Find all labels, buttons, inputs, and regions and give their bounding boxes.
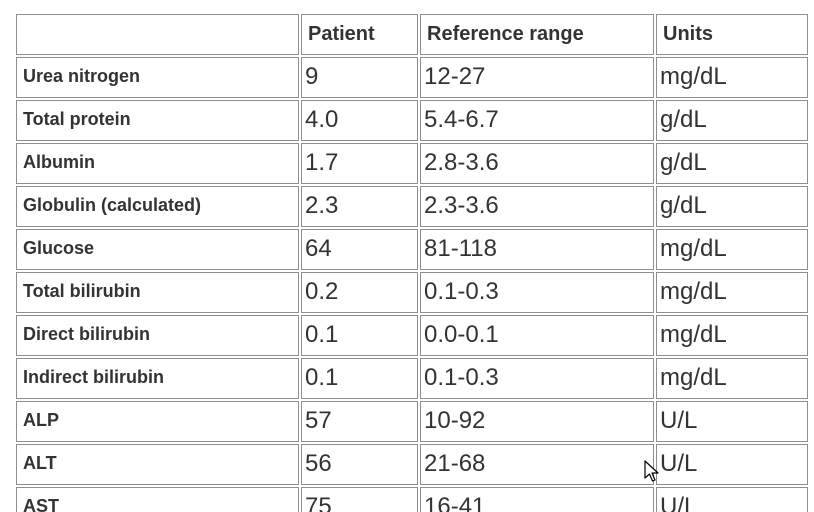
- table-row: Glucose6481-118mg/dL: [16, 229, 808, 270]
- units-cell: mg/dL: [656, 315, 808, 356]
- table-row: Indirect bilirubin0.10.1-0.3mg/dL: [16, 358, 808, 399]
- patient-value-cell: 2.3: [301, 186, 418, 227]
- reference-range-cell: 0.1-0.3: [420, 358, 654, 399]
- units-cell: U/L: [656, 401, 808, 442]
- patient-value-cell: 0.2: [301, 272, 418, 313]
- units-cell: mg/dL: [656, 229, 808, 270]
- table-body: Urea nitrogen912-27mg/dLTotal protein4.0…: [16, 57, 808, 512]
- reference-range-cell: 21-68: [420, 444, 654, 485]
- analyte-cell: Indirect bilirubin: [16, 358, 299, 399]
- analyte-cell: ALP: [16, 401, 299, 442]
- patient-value-cell: 1.7: [301, 143, 418, 184]
- table-row: AST7516-41U/L: [16, 487, 808, 512]
- units-cell: mg/dL: [656, 272, 808, 313]
- lab-results-table: Patient Reference range Units Urea nitro…: [14, 12, 810, 512]
- units-cell: mg/dL: [656, 57, 808, 98]
- table-row: Globulin (calculated)2.32.3-3.6g/dL: [16, 186, 808, 227]
- analyte-cell: AST: [16, 487, 299, 512]
- patient-value-cell: 64: [301, 229, 418, 270]
- reference-range-cell: 16-41: [420, 487, 654, 512]
- table-row: Total bilirubin0.20.1-0.3mg/dL: [16, 272, 808, 313]
- analyte-cell: Total protein: [16, 100, 299, 141]
- header-patient: Patient: [301, 14, 418, 55]
- table-row: Total protein4.05.4-6.7g/dL: [16, 100, 808, 141]
- units-cell: U/L: [656, 487, 808, 512]
- units-cell: U/L: [656, 444, 808, 485]
- patient-value-cell: 56: [301, 444, 418, 485]
- reference-range-cell: 0.0-0.1: [420, 315, 654, 356]
- units-cell: mg/dL: [656, 358, 808, 399]
- patient-value-cell: 4.0: [301, 100, 418, 141]
- reference-range-cell: 2.3-3.6: [420, 186, 654, 227]
- units-cell: g/dL: [656, 186, 808, 227]
- reference-range-cell: 10-92: [420, 401, 654, 442]
- reference-range-cell: 2.8-3.6: [420, 143, 654, 184]
- patient-value-cell: 75: [301, 487, 418, 512]
- analyte-cell: Urea nitrogen: [16, 57, 299, 98]
- reference-range-cell: 0.1-0.3: [420, 272, 654, 313]
- reference-range-cell: 12-27: [420, 57, 654, 98]
- analyte-cell: Glucose: [16, 229, 299, 270]
- analyte-cell: Total bilirubin: [16, 272, 299, 313]
- table-row: Albumin1.72.8-3.6g/dL: [16, 143, 808, 184]
- reference-range-cell: 81-118: [420, 229, 654, 270]
- patient-value-cell: 9: [301, 57, 418, 98]
- header-analyte: [16, 14, 299, 55]
- table-row: ALP5710-92U/L: [16, 401, 808, 442]
- header-range: Reference range: [420, 14, 654, 55]
- table-row: ALT5621-68U/L: [16, 444, 808, 485]
- table-header-row: Patient Reference range Units: [16, 14, 808, 55]
- table-row: Direct bilirubin0.10.0-0.1mg/dL: [16, 315, 808, 356]
- reference-range-cell: 5.4-6.7: [420, 100, 654, 141]
- patient-value-cell: 0.1: [301, 315, 418, 356]
- analyte-cell: Globulin (calculated): [16, 186, 299, 227]
- header-units: Units: [656, 14, 808, 55]
- analyte-cell: ALT: [16, 444, 299, 485]
- patient-value-cell: 57: [301, 401, 418, 442]
- units-cell: g/dL: [656, 100, 808, 141]
- units-cell: g/dL: [656, 143, 808, 184]
- analyte-cell: Albumin: [16, 143, 299, 184]
- analyte-cell: Direct bilirubin: [16, 315, 299, 356]
- table-row: Urea nitrogen912-27mg/dL: [16, 57, 808, 98]
- patient-value-cell: 0.1: [301, 358, 418, 399]
